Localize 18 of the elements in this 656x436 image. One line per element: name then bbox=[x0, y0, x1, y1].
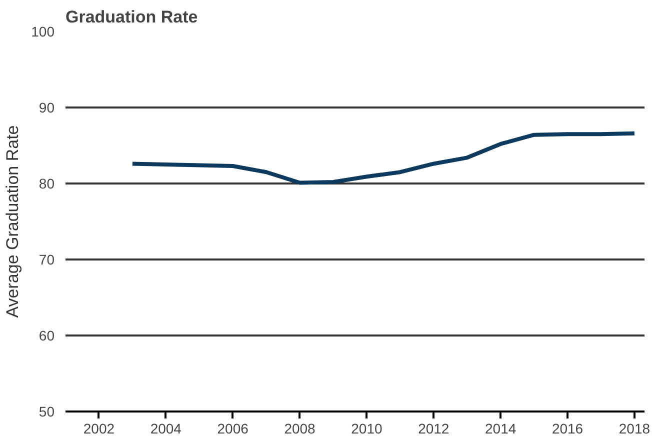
line-series bbox=[130, 131, 636, 185]
y-tick-label: 50 bbox=[38, 404, 55, 420]
x-tick-label: 2006 bbox=[217, 420, 249, 436]
x-tick-label: 2004 bbox=[150, 420, 182, 436]
x-tick-label: 2014 bbox=[485, 420, 516, 436]
x-tick-label: 2018 bbox=[618, 420, 650, 436]
x-tick-label: 2010 bbox=[351, 420, 382, 436]
x-tick-label: 2016 bbox=[552, 420, 584, 436]
y-tick-label: 80 bbox=[38, 176, 55, 192]
y-tick-label: 90 bbox=[38, 100, 55, 116]
y-tick-label: 100 bbox=[31, 24, 55, 40]
chart-title: Graduation Rate bbox=[66, 8, 198, 26]
x-tick-label: 2012 bbox=[418, 420, 450, 436]
y-axis-title: Average Graduation Rate bbox=[3, 125, 22, 318]
x-tick-label: 2002 bbox=[83, 420, 115, 436]
x-tick-label: 2008 bbox=[284, 420, 316, 436]
y-tick-label: 60 bbox=[38, 328, 55, 344]
y-tick-label: 70 bbox=[38, 252, 55, 268]
